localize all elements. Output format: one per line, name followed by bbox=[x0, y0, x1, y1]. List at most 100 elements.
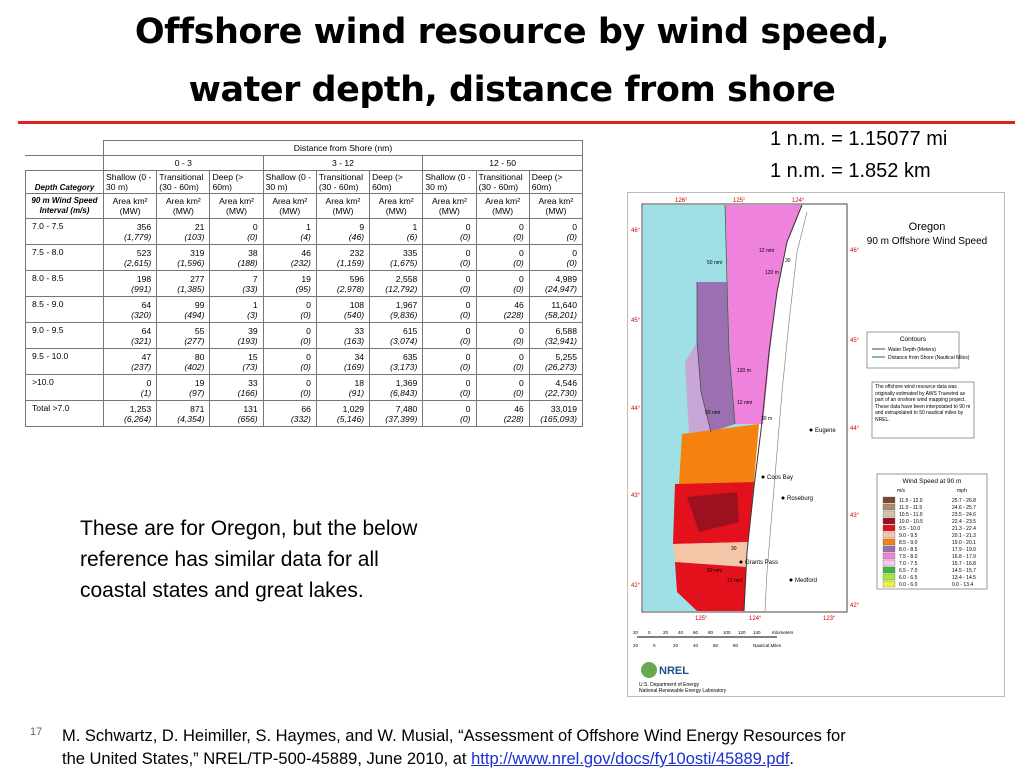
mw-value: (26,273) bbox=[544, 361, 577, 372]
data-cell: 615 (3,074) bbox=[369, 322, 424, 349]
data-cell: 0 (0) bbox=[475, 244, 530, 271]
area-value: 0 bbox=[465, 325, 471, 336]
area-value: 0 bbox=[465, 299, 471, 310]
mw-value: (32,941) bbox=[544, 335, 577, 346]
area-value: 0 bbox=[306, 377, 311, 388]
header-cell: 0 - 3 bbox=[103, 155, 264, 171]
data-cell: 46 (228) bbox=[475, 296, 530, 323]
row-label: 8.0 - 8.5 bbox=[25, 270, 104, 297]
data-cell: 64 (320) bbox=[102, 296, 158, 323]
legend-mph: 21.3 - 22.4 bbox=[952, 526, 976, 532]
data-cell: 1,253 (6,264) bbox=[102, 400, 158, 427]
lat-label: 43° bbox=[850, 513, 860, 519]
data-cell: 39 (193) bbox=[209, 322, 264, 349]
area-value: 1,369 bbox=[395, 377, 418, 388]
data-row: 8.0 - 8.5 198 (991) 277 (1,385) 7 (33) 19 (95) 59… bbox=[25, 270, 584, 297]
mw-value: (6,843) bbox=[390, 387, 418, 398]
data-cell: 198 (991) bbox=[102, 270, 158, 297]
legend-swatch bbox=[882, 510, 896, 518]
lat-label: 42° bbox=[850, 603, 860, 609]
area-value: 277 bbox=[190, 273, 205, 284]
area-value: 6,588 bbox=[555, 325, 577, 336]
contour-label: 12 nmi bbox=[759, 248, 774, 254]
mw-value: (0) bbox=[460, 231, 471, 242]
data-cell: 34 (169) bbox=[315, 348, 371, 375]
legend-mph: 15.7 - 16.8 bbox=[952, 561, 976, 567]
area-value: 232 bbox=[349, 247, 365, 258]
data-cell: 19 (97) bbox=[156, 374, 211, 401]
data-row: 8.5 - 9.0 64 (320) 99 (494) 1 (3) 0 (0) 108 (540) 1… bbox=[25, 296, 584, 323]
note: The offshore wind resource data was orig… bbox=[875, 384, 970, 423]
mw-value: (163) bbox=[344, 335, 365, 346]
mw-value: (103) bbox=[184, 231, 205, 242]
lat-label: 44° bbox=[850, 426, 860, 432]
title: water depth, distance from shore bbox=[188, 70, 836, 110]
legend-swatch bbox=[882, 524, 896, 532]
data-cell: 131 (656) bbox=[209, 400, 264, 427]
data-cell: 871 (4,354) bbox=[156, 400, 211, 427]
data-cell: 2,558 (12,792) bbox=[369, 270, 424, 297]
legend-ms: 0.0 - 6.0 bbox=[899, 582, 918, 588]
wind-zone bbox=[675, 562, 746, 611]
mw-value: (1,385) bbox=[177, 283, 205, 294]
data-cell: 0 (0) bbox=[422, 348, 477, 375]
data-cell: 0 (0) bbox=[262, 374, 317, 401]
mw-value: (0) bbox=[300, 387, 311, 398]
area-value: 0 bbox=[252, 221, 258, 232]
mw-value: (37,399) bbox=[385, 413, 418, 424]
header-cell: 12 - 50 bbox=[422, 155, 583, 171]
area-value: 39 bbox=[248, 325, 258, 336]
city-dot bbox=[809, 428, 813, 432]
title: Offshore wind resource by wind speed, bbox=[134, 12, 890, 52]
scale-label: 80 bbox=[708, 630, 714, 635]
logo-mark bbox=[641, 662, 657, 678]
area-value: 99 bbox=[194, 299, 205, 310]
data-row: 7.5 - 8.0 523 (2,615) 319 (1,596) 38 (188) 46 (2… bbox=[25, 244, 584, 271]
body-text: reference has similar data for all bbox=[80, 548, 379, 571]
header-cell: Area km² (MW) bbox=[156, 193, 211, 219]
data-cell: 0 (0) bbox=[528, 218, 584, 245]
mw-value: (9,836) bbox=[390, 309, 418, 320]
scale-label: 40 bbox=[678, 630, 684, 635]
mw-value: (24,947) bbox=[544, 283, 577, 294]
legend-mph: 25.7 - 26.8 bbox=[952, 498, 976, 504]
mw-value: (1,675) bbox=[390, 257, 418, 268]
mw-value: (91) bbox=[348, 387, 365, 398]
area-value: 4,989 bbox=[555, 273, 577, 284]
header-row: Depth Category Shallow (0 - 30 m) Transiti… bbox=[25, 170, 584, 194]
legend-mph: 14.5 - 15.7 bbox=[952, 568, 976, 574]
legend-header: mph bbox=[957, 488, 967, 494]
header-cell bbox=[25, 140, 104, 156]
area-value: 108 bbox=[349, 299, 365, 310]
mw-value: (228) bbox=[503, 309, 524, 320]
mw-value: (0) bbox=[566, 231, 577, 242]
contour-label: 30 bbox=[785, 258, 791, 264]
area-value: 1 bbox=[412, 221, 418, 232]
header-cell: Area km² (MW) bbox=[475, 193, 530, 219]
mw-value: (3) bbox=[247, 309, 258, 320]
row-label: Total >7.0 bbox=[25, 400, 104, 427]
wind-zone bbox=[725, 205, 802, 424]
scale-label: 20 bbox=[673, 643, 679, 648]
mw-value: (0) bbox=[460, 387, 471, 398]
mw-value: (12,792) bbox=[385, 283, 418, 294]
data-cell: 0 (0) bbox=[422, 244, 477, 271]
mw-value: (991) bbox=[131, 283, 152, 294]
citation-link[interactable]: http://www.nrel.gov/docs/fy10osti/45889.… bbox=[471, 750, 790, 768]
area-value: 7 bbox=[252, 273, 258, 284]
mw-value: (33) bbox=[242, 283, 258, 294]
data-cell: 0 (0) bbox=[262, 296, 317, 323]
city-label: Grants Pass bbox=[745, 560, 778, 566]
legend-ms: 6.5 - 7.0 bbox=[899, 568, 918, 574]
mw-value: (494) bbox=[184, 309, 205, 320]
legend-ms: 10.5 - 11.0 bbox=[899, 512, 923, 518]
legend-ms: 6.0 - 6.5 bbox=[899, 575, 918, 581]
data-cell: 1 (4) bbox=[262, 218, 317, 245]
lon-label: 126° bbox=[675, 198, 688, 204]
legend-box bbox=[876, 473, 988, 590]
data-cell: 0 (0) bbox=[262, 322, 317, 349]
header-cell: Shallow (0 - 30 m) bbox=[422, 170, 477, 194]
area-value: 0 bbox=[146, 377, 152, 388]
scale-label: 60 bbox=[713, 643, 719, 648]
mw-value: (0) bbox=[513, 231, 524, 242]
